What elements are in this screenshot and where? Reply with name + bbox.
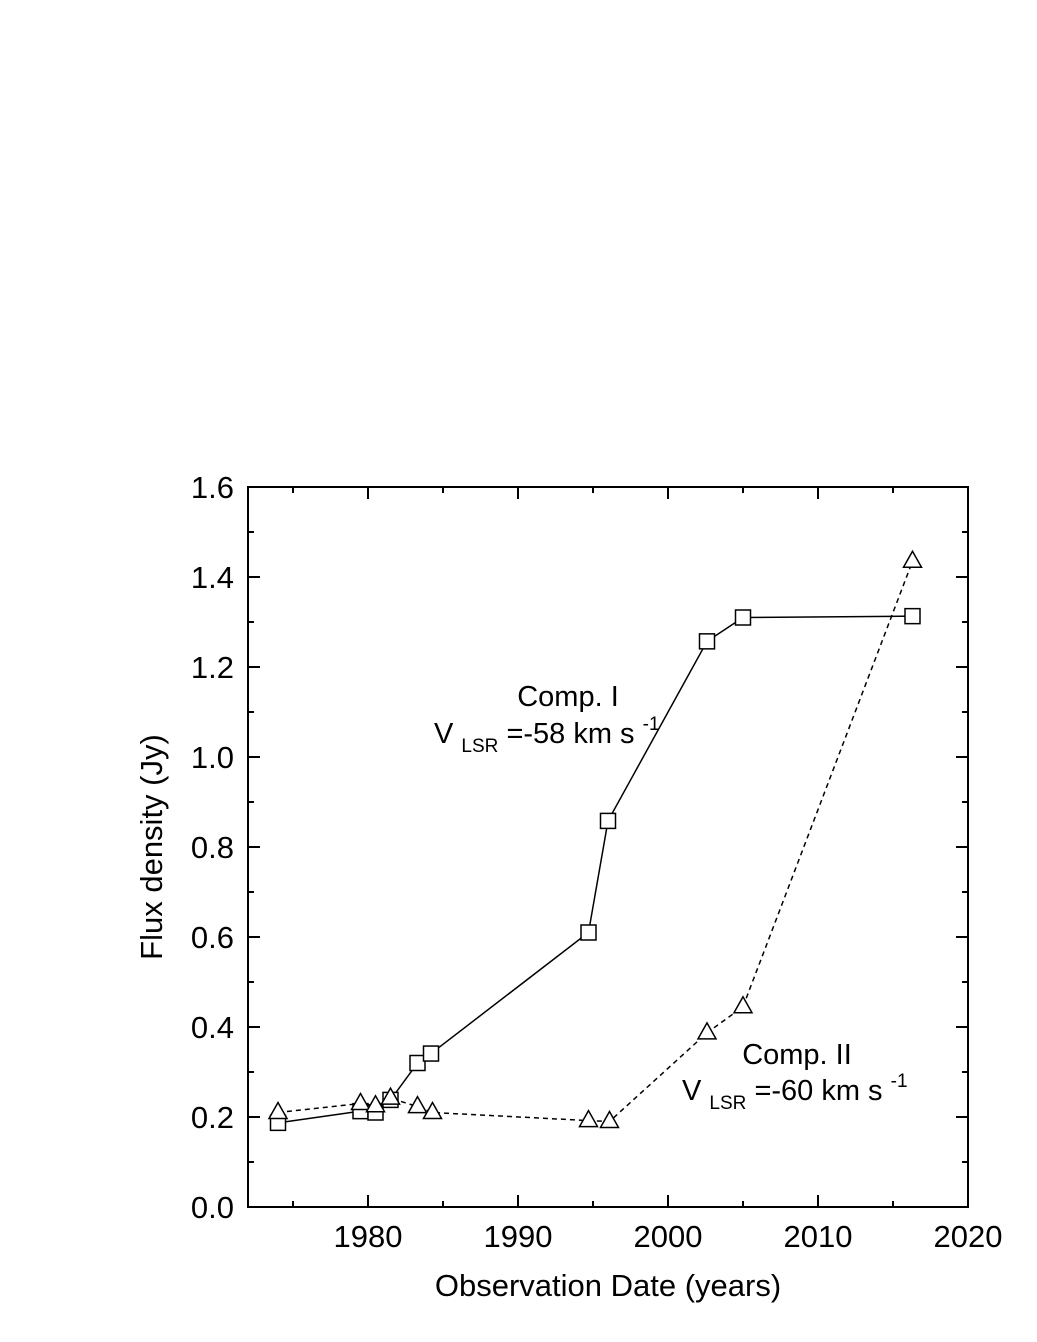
series-1-point xyxy=(904,607,921,625)
axis-ticks xyxy=(248,486,969,1208)
series-1-point xyxy=(580,924,597,941)
annotation-comp-1-sub: LSR xyxy=(461,736,498,757)
annotation-comp-1-velocity: V LSR =-58 km s -1 xyxy=(434,714,660,759)
y-tick-label: 0.0 xyxy=(191,1190,234,1225)
y-tick-label: 1.2 xyxy=(191,650,234,685)
annotation-comp-1-value: =-58 km s xyxy=(506,718,634,750)
y-tick-label: 0.6 xyxy=(191,920,234,955)
series-1-point xyxy=(698,633,716,650)
x-tick-label: 2000 xyxy=(634,1219,703,1254)
annotation-comp-1-name: Comp. I xyxy=(517,681,619,713)
annotation-comp-2-name: Comp. II xyxy=(742,1039,852,1071)
series-2-point xyxy=(267,1100,289,1120)
y-tick-label: 0.4 xyxy=(191,1010,234,1045)
x-tick-labels: 1980 1990 2000 2010 2020 xyxy=(334,1219,1003,1254)
y-tick-label: 0.8 xyxy=(191,830,234,865)
series-2-point xyxy=(732,995,754,1014)
series-2-point xyxy=(696,1021,718,1040)
x-tick-label: 1990 xyxy=(484,1219,553,1254)
series-2-point xyxy=(380,1086,401,1105)
annotation-comp-2: Comp. II V LSR =-60 km s -1 xyxy=(682,1039,908,1116)
y-tick-label: 1.4 xyxy=(191,560,234,595)
annotation-comp-2-v: V xyxy=(682,1075,702,1107)
x-tick-label: 2010 xyxy=(784,1219,853,1254)
y-tick-labels: 0.0 0.2 0.4 0.6 0.8 1.0 1.2 1.4 1.6 xyxy=(191,470,234,1225)
series-2-point xyxy=(902,549,923,568)
series-markers xyxy=(267,549,923,1132)
annotation-comp-2-velocity: V LSR =-60 km s -1 xyxy=(682,1071,908,1116)
annotation-comp-2-sup: -1 xyxy=(891,1071,908,1092)
series-2-line xyxy=(277,560,914,1123)
y-axis-title: Flux density (Jy) xyxy=(134,734,169,960)
series-2-point xyxy=(365,1094,386,1113)
series-1-point xyxy=(422,1045,440,1062)
series-1-point xyxy=(734,609,752,626)
y-tick-label: 1.0 xyxy=(191,740,234,775)
series-2-point xyxy=(422,1100,443,1120)
series-1-point xyxy=(409,1054,426,1072)
series-2-point xyxy=(578,1109,599,1128)
annotation-comp-2-sub: LSR xyxy=(709,1093,746,1114)
x-tick-label: 1980 xyxy=(334,1219,403,1254)
annotation-comp-1: Comp. I V LSR =-58 km s -1 xyxy=(434,681,660,759)
series-2-point xyxy=(599,1109,620,1129)
series-2-point xyxy=(350,1091,371,1111)
annotation-comp-2-value: =-60 km s xyxy=(754,1075,882,1107)
annotation-comp-1-v: V xyxy=(434,718,454,750)
x-tick-label: 2020 xyxy=(934,1219,1003,1254)
y-tick-label: 1.6 xyxy=(191,470,234,505)
series-2-point xyxy=(407,1095,428,1114)
y-tick-label: 0.2 xyxy=(191,1100,234,1135)
x-axis-title: Observation Date (years) xyxy=(435,1268,781,1303)
annotation-comp-1-sup: -1 xyxy=(643,714,660,735)
series-1-point xyxy=(599,812,617,830)
